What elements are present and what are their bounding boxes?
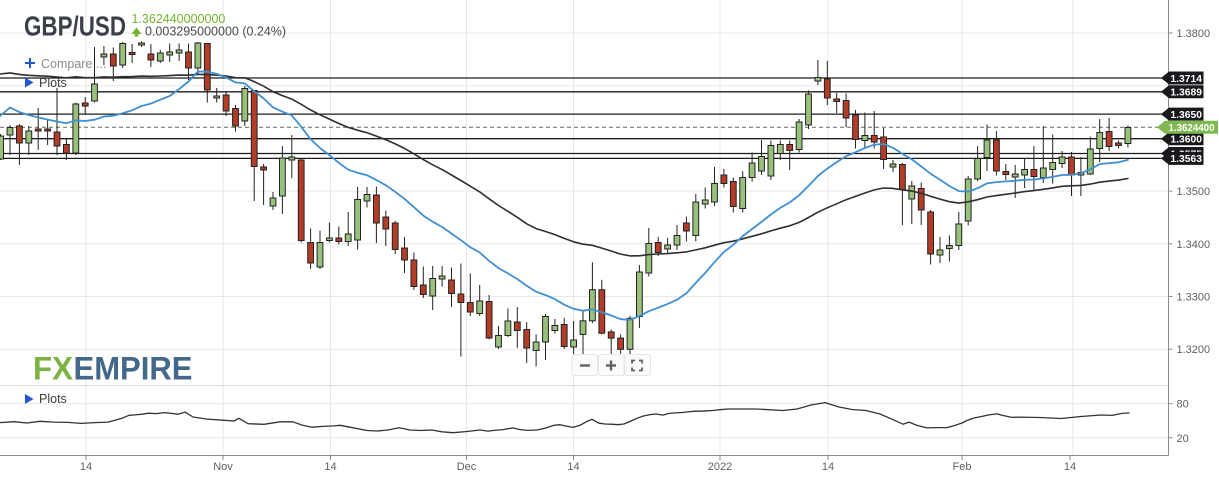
svg-text:14: 14 xyxy=(822,461,834,473)
svg-text:Plots: Plots xyxy=(39,392,67,406)
svg-text:1.3200: 1.3200 xyxy=(1177,344,1211,356)
svg-text:14: 14 xyxy=(1064,461,1076,473)
svg-text:1.3600: 1.3600 xyxy=(1170,135,1202,146)
svg-text:1.362440000000: 1.362440000000 xyxy=(132,12,226,26)
svg-text:FX: FX xyxy=(33,351,74,387)
svg-text:GBP/USD: GBP/USD xyxy=(24,11,126,42)
svg-text:Feb: Feb xyxy=(953,461,972,473)
svg-text:Dec: Dec xyxy=(457,461,477,473)
svg-text:1.3800: 1.3800 xyxy=(1177,28,1211,40)
svg-text:1.3650: 1.3650 xyxy=(1170,110,1202,121)
svg-text:1.3500: 1.3500 xyxy=(1177,186,1211,198)
svg-text:2022: 2022 xyxy=(708,461,732,473)
svg-text:14: 14 xyxy=(567,461,579,473)
svg-text:1.3400: 1.3400 xyxy=(1177,239,1211,251)
svg-text:1.3300: 1.3300 xyxy=(1177,292,1211,304)
svg-text:1.3563: 1.3563 xyxy=(1170,154,1202,165)
svg-text:14: 14 xyxy=(80,461,92,473)
svg-text:80: 80 xyxy=(1177,399,1189,411)
svg-text:14: 14 xyxy=(324,461,336,473)
svg-text:Plots: Plots xyxy=(39,76,67,90)
svg-text:1.3689: 1.3689 xyxy=(1170,88,1202,99)
svg-text:EMPIRE: EMPIRE xyxy=(74,351,193,387)
svg-text:1.3714: 1.3714 xyxy=(1170,74,1202,85)
svg-text:Nov: Nov xyxy=(213,461,233,473)
svg-text:Compare ...: Compare ... xyxy=(41,57,106,71)
svg-text:0.003295000000 (0.24%): 0.003295000000 (0.24%) xyxy=(145,25,286,39)
svg-text:1.3624400: 1.3624400 xyxy=(1169,123,1215,134)
svg-text:20: 20 xyxy=(1177,433,1189,445)
